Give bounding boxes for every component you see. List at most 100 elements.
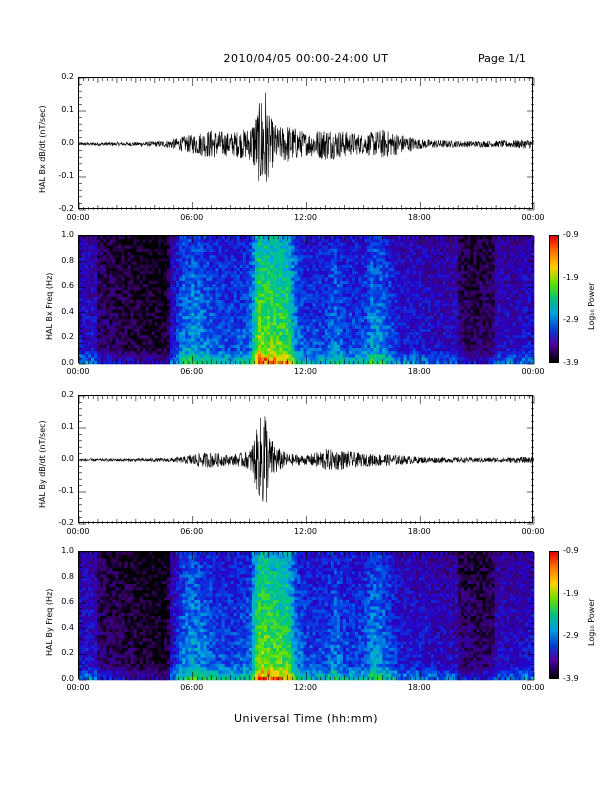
spectrogram-cell — [264, 290, 268, 294]
spectrogram-cell — [400, 309, 404, 314]
spectrogram-cell — [115, 277, 119, 282]
spectrogram-cell — [394, 293, 398, 298]
spectrogram-cell — [433, 338, 438, 342]
spectrogram-cell — [358, 287, 362, 291]
spectrogram-cell — [382, 248, 386, 253]
spectrogram-cell — [342, 280, 347, 285]
spectrogram-cell — [139, 309, 143, 314]
spectrogram-cell — [145, 338, 150, 342]
spectrogram-cell — [157, 309, 162, 314]
spectrogram-cell — [145, 344, 150, 349]
spectrogram-cell — [218, 354, 222, 358]
spectrogram-cell — [227, 360, 231, 365]
spectrogram-cell — [176, 284, 180, 288]
spectrogram-cell — [276, 341, 280, 346]
spectrogram-cell — [176, 242, 180, 246]
spectrogram-cell — [157, 264, 162, 269]
spectrogram-cell — [245, 338, 250, 342]
spectrogram-cell — [182, 335, 186, 339]
spectrogram-cell — [112, 351, 116, 355]
spectrogram-cell — [312, 309, 316, 314]
spectrogram-cell — [315, 332, 319, 336]
spectrogram-cell — [142, 236, 147, 240]
spectrogram-cell — [318, 280, 322, 285]
spectrogram-cell — [282, 268, 286, 272]
spectrogram-cell — [203, 258, 207, 262]
spectrogram-cell — [200, 284, 204, 288]
spectrogram-cell — [391, 341, 395, 346]
spectrogram-cell — [288, 351, 292, 355]
spectrogram-cell — [430, 258, 435, 262]
spectrogram-cell — [321, 255, 325, 259]
spectrogram-cell — [166, 303, 171, 307]
spectrogram-cell — [133, 245, 137, 250]
spectrogram-cell — [97, 258, 101, 262]
spectrogram-cell — [303, 258, 307, 262]
spectrogram-cell — [82, 255, 86, 259]
spectrogram-cell — [352, 338, 356, 342]
spectrogram-cell — [339, 322, 344, 326]
spectrogram-cell — [112, 245, 116, 250]
spectrogram-cell — [424, 261, 429, 266]
spectrogram-cell — [421, 351, 426, 355]
spectrogram-cell — [227, 252, 231, 256]
spectrogram-cell — [197, 309, 201, 314]
spectrogram-cell — [391, 280, 395, 285]
spectrogram-cell — [173, 322, 177, 326]
spectrogram-cell — [288, 255, 292, 259]
spectrogram-cell — [215, 290, 219, 294]
spectrogram-cell — [200, 316, 204, 320]
spectrogram-cell — [163, 264, 168, 269]
spectrogram-cell — [352, 351, 356, 355]
spectrogram-cell — [355, 309, 359, 314]
spectrogram-cell — [136, 296, 140, 301]
spectrogram-cell — [209, 293, 213, 298]
spectrogram-cell — [424, 290, 429, 294]
spectrogram-cell — [203, 280, 207, 285]
spectrogram-cell — [239, 261, 244, 266]
spectrogram-cell — [415, 284, 420, 288]
spectrogram-cell — [197, 274, 201, 278]
spectrogram-cell — [227, 341, 231, 346]
spectrogram-cell — [321, 306, 325, 310]
spectrogram-cell — [224, 271, 228, 275]
spectrogram-cell — [179, 268, 183, 272]
spectrogram-cell — [248, 335, 253, 339]
spectrogram-cell — [279, 348, 283, 352]
spectrogram-cell — [127, 328, 131, 333]
spectrogram-cell — [388, 274, 392, 278]
spectrogram-cell — [415, 287, 420, 291]
spectrogram-cell — [397, 335, 401, 339]
spectrogram-cell — [279, 239, 283, 243]
spectrogram-cell — [330, 252, 335, 256]
spectrogram-cell — [203, 239, 207, 243]
spectrogram-cell — [376, 271, 380, 275]
spectrogram-cell — [112, 280, 116, 285]
spectrogram-cell — [273, 316, 277, 320]
spectrogram-cell — [203, 261, 207, 266]
spectrogram-cell — [418, 348, 423, 352]
spectrogram-cell — [239, 274, 244, 278]
spectrogram-cell — [273, 261, 277, 266]
spectrogram-cell — [224, 268, 228, 272]
spectrogram-cell — [403, 335, 407, 339]
spectrogram-cell — [309, 306, 313, 310]
spectrogram-cell — [170, 309, 174, 314]
spectrogram-cell — [391, 360, 395, 365]
spectrogram-cell — [285, 319, 289, 323]
spectrogram-cell — [364, 338, 368, 342]
spectrogram-cell — [318, 236, 322, 240]
spectrogram-cell — [239, 309, 244, 314]
spectrogram-cell — [412, 300, 416, 304]
spectrogram-cell — [100, 357, 104, 362]
spectrogram-cell — [367, 300, 371, 304]
spectrogram-cell — [191, 328, 195, 333]
spectrogram-cell — [251, 344, 256, 349]
spectrogram-cell — [251, 316, 256, 320]
spectrogram-cell — [297, 264, 301, 269]
spectrogram-cell — [239, 335, 244, 339]
spectrogram-cell — [221, 290, 225, 294]
spectrogram-cell — [233, 319, 238, 323]
spectrogram-cell — [403, 242, 407, 246]
spectrogram-cell — [345, 335, 350, 339]
